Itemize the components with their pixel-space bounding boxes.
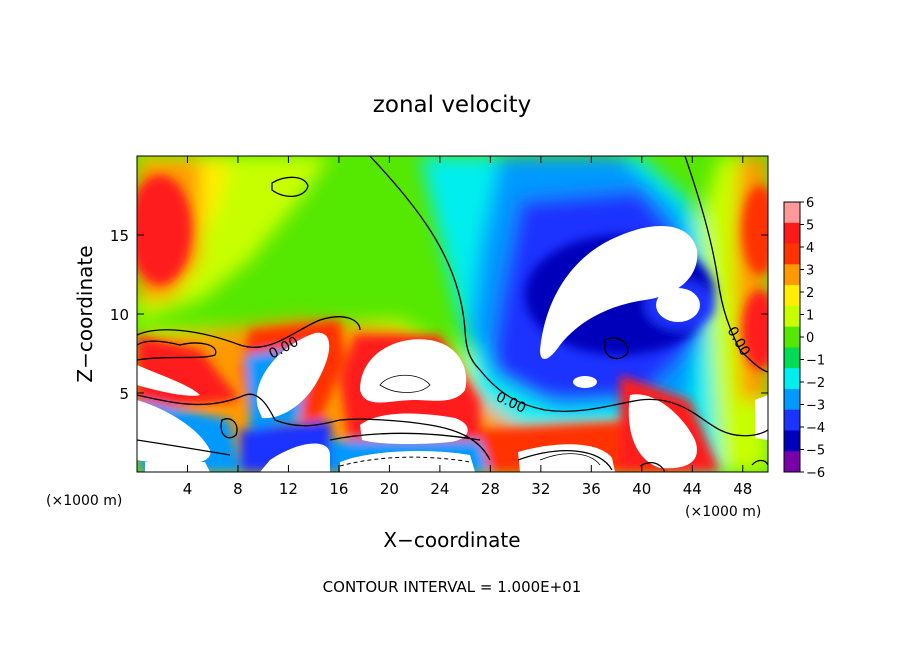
colorbar-swatch (784, 347, 800, 369)
colorbar-tick-label: 6 (806, 196, 814, 211)
colorbar-swatch (784, 222, 800, 245)
y-axis-title: Z−coordinate (73, 245, 97, 382)
colorbar-tick-label: −4 (806, 421, 825, 436)
colorbar-swatch (784, 202, 800, 224)
colorbar-tick-label: 4 (806, 241, 814, 256)
x-tick-label: 28 (481, 480, 500, 498)
x-tick-label: 36 (582, 480, 601, 498)
velocity-field (137, 156, 768, 472)
colorbar-swatch (784, 368, 800, 390)
colorbar-swatch (784, 451, 800, 473)
colorbar-swatch (784, 388, 800, 411)
x-unit-label-right: (×1000 m) (685, 504, 761, 520)
chart-title: zonal velocity (373, 92, 531, 118)
colorbar-tick-label: 1 (806, 309, 814, 324)
x-tick-label: 24 (430, 480, 449, 498)
colorbar-tick-label: 3 (806, 264, 814, 279)
colorbar-tick-label: −3 (806, 399, 825, 414)
x-tick-label: 12 (279, 480, 298, 498)
z-axis: 5 10 15 (110, 227, 768, 403)
colorbar-swatch (784, 285, 800, 307)
x-tick-label: 40 (632, 480, 651, 498)
x-axis-title: X−coordinate (383, 528, 520, 552)
colorbar-tick-label: 0 (806, 331, 814, 346)
colorbar-tick-label: 5 (806, 219, 814, 234)
colorbar-tick-label: −6 (806, 466, 825, 481)
z-tick-label: 5 (119, 385, 129, 403)
x-unit-label-left: (×1000 m) (46, 493, 122, 509)
colorbar-swatch (784, 243, 800, 265)
x-tick-label: 20 (380, 480, 399, 498)
x-tick-label: 16 (329, 480, 348, 498)
colorbar-swatch (784, 430, 800, 452)
colorbar-swatch (784, 305, 800, 328)
x-axis: 4 8 12 16 20 24 28 32 36 40 44 48 (183, 156, 752, 498)
x-tick-label: 48 (733, 480, 752, 498)
colorbar-swatch (784, 264, 800, 286)
colorbar: 6 5 4 3 2 1 0 −1 −2 −3 −4 −5 −6 (783, 196, 825, 481)
colorbar-tick-label: −2 (806, 376, 825, 391)
z-tick-label: 10 (110, 306, 129, 324)
x-tick-label: 44 (683, 480, 702, 498)
colorbar-tick-label: −1 (806, 354, 825, 369)
x-tick-label: 32 (531, 480, 550, 498)
colorbar-tick-label: 2 (806, 286, 814, 301)
contour-interval-note: CONTOUR INTERVAL = 1.000E+01 (323, 578, 582, 596)
colorbar-swatch (784, 326, 800, 348)
colorbar-tick-label: −5 (806, 444, 825, 459)
x-tick-label: 8 (233, 480, 243, 498)
colorbar-swatch (784, 409, 800, 431)
z-tick-label: 15 (110, 227, 129, 245)
x-tick-label: 4 (183, 480, 193, 498)
